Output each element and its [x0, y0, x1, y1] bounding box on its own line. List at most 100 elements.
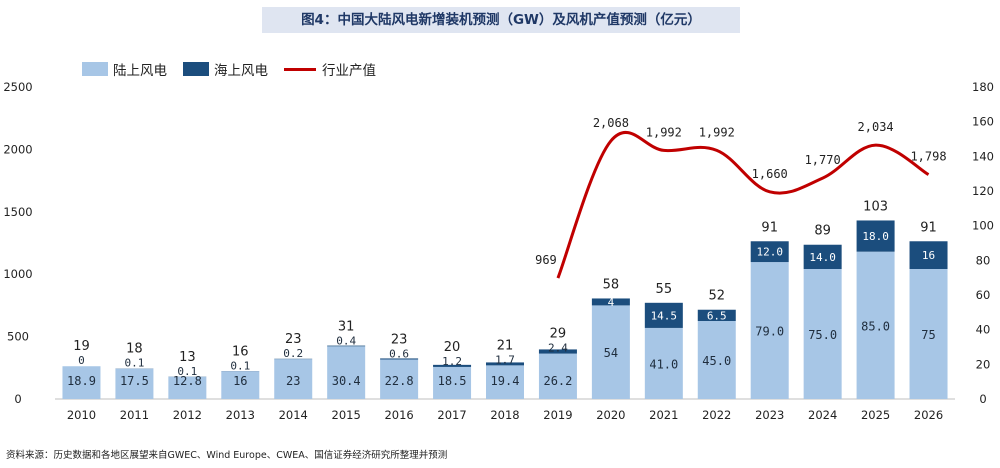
- bar-onshore: [380, 359, 419, 399]
- onshore-value-label: 18.5: [438, 374, 467, 388]
- total-value-label: 58: [603, 277, 620, 292]
- left-axis-tick-label: 2000: [3, 142, 32, 156]
- onshore-value-label: 17.5: [120, 374, 149, 388]
- category-tick-label: 2013: [226, 408, 255, 422]
- category-tick-label: 2011: [120, 408, 149, 422]
- offshore-value-label: 2.4: [548, 342, 568, 355]
- bar-onshore: [433, 366, 472, 399]
- bar-onshore: [750, 262, 789, 399]
- bar-onshore: [644, 327, 683, 399]
- onshore-value-label: 12.8: [173, 374, 202, 388]
- total-value-label: 89: [814, 224, 831, 239]
- total-value-label: 52: [708, 289, 725, 304]
- offshore-value-label: 1.2: [442, 355, 462, 368]
- onshore-value-label: 30.4: [332, 374, 361, 388]
- category-tick-label: 2017: [437, 408, 466, 422]
- bar-offshore: [644, 302, 683, 328]
- output-value-label: 1,660: [752, 167, 788, 181]
- legend-line-output: [284, 67, 316, 71]
- onshore-value-label: 26.2: [543, 374, 572, 388]
- legend: 陆上风电 海上风电 行业产值: [82, 59, 392, 79]
- category-tick-label: 2018: [490, 408, 519, 422]
- category-tick-label: 2019: [543, 408, 572, 422]
- legend-item-offshore: 海上风电: [183, 59, 268, 79]
- onshore-value-label: 75: [921, 328, 935, 342]
- category-tick-label: 2015: [332, 408, 361, 422]
- onshore-value-label: 41.0: [649, 357, 678, 371]
- offshore-value-label: 0.2: [283, 347, 303, 360]
- offshore-value-label: 0.1: [177, 365, 197, 378]
- legend-swatch-offshore: [183, 62, 209, 76]
- bar-offshore: [433, 364, 472, 367]
- offshore-value-label: 14.0: [809, 251, 836, 264]
- offshore-value-label: 14.5: [651, 309, 678, 322]
- bar-offshore: [327, 345, 366, 347]
- bar-onshore: [803, 269, 842, 399]
- left-axis-tick-label: 1000: [3, 267, 32, 281]
- output-value-label: 1,992: [646, 125, 682, 139]
- total-value-label: 91: [920, 220, 937, 235]
- total-value-label: 31: [338, 319, 355, 334]
- bar-onshore: [856, 251, 895, 399]
- offshore-value-label: 1.7: [495, 353, 515, 366]
- bar-offshore: [538, 349, 577, 354]
- right-axis-tick-label: 80: [976, 253, 991, 267]
- left-axis-tick-label: 0: [14, 392, 21, 406]
- category-tick-label: 2012: [173, 408, 202, 422]
- offshore-value-label: 0.4: [336, 334, 356, 347]
- total-value-label: 19: [73, 339, 90, 354]
- output-value-label: 1,798: [910, 150, 946, 164]
- right-axis-tick-label: 60: [976, 288, 991, 302]
- onshore-value-label: 54: [604, 346, 618, 360]
- legend-swatch-onshore: [82, 62, 108, 76]
- offshore-value-label: 18.0: [862, 230, 889, 243]
- left-axis-tick-label: 2500: [3, 80, 32, 94]
- bar-onshore: [909, 269, 948, 399]
- onshore-value-label: 85.0: [861, 319, 890, 333]
- category-tick-label: 2026: [914, 408, 943, 422]
- bar-onshore: [168, 376, 207, 399]
- bar-onshore: [327, 346, 366, 399]
- offshore-value-label: 12.0: [756, 246, 783, 259]
- bar-onshore: [221, 371, 260, 399]
- total-value-label: 16: [232, 344, 249, 359]
- right-axis-tick-label: 20: [976, 357, 991, 371]
- onshore-value-label: 79.0: [755, 325, 784, 339]
- output-value-label: 2,068: [593, 116, 629, 130]
- total-value-label: 23: [391, 332, 408, 347]
- bar-onshore: [274, 359, 313, 399]
- total-value-label: 20: [444, 340, 461, 355]
- left-axis-tick-label: 500: [7, 330, 29, 344]
- legend-label-onshore: 陆上风电: [113, 63, 167, 79]
- legend-label-offshore: 海上风电: [214, 63, 268, 79]
- bar-offshore: [750, 241, 789, 263]
- onshore-value-label: 16: [233, 374, 247, 388]
- bar-onshore: [62, 366, 101, 399]
- output-value-label: 2,034: [858, 120, 894, 134]
- category-tick-label: 2010: [67, 408, 96, 422]
- title-background: [262, 7, 740, 33]
- bar-onshore: [591, 305, 630, 399]
- right-axis-tick-label: 140: [972, 149, 994, 163]
- right-axis-tick-label: 40: [976, 323, 991, 337]
- total-value-label: 103: [863, 199, 888, 214]
- onshore-value-label: 75.0: [808, 328, 837, 342]
- total-value-label: 55: [656, 282, 673, 297]
- source-note: 资料来源：历史数据和各地区展望来自GWEC、Wind Europe、CWEA、国…: [6, 450, 448, 461]
- left-axis-tick-label: 1500: [3, 205, 32, 219]
- category-tick-label: 2024: [808, 408, 837, 422]
- category-tick-label: 2020: [596, 408, 625, 422]
- offshore-value-label: 0: [78, 354, 85, 367]
- bar-offshore: [591, 298, 630, 306]
- legend-item-output: 行业产值: [284, 59, 376, 79]
- bar-offshore: [697, 309, 736, 321]
- right-axis-tick-label: 120: [972, 184, 994, 198]
- right-axis-tick-label: 0: [979, 392, 986, 406]
- right-axis-tick-label: 180: [972, 80, 994, 94]
- onshore-value-label: 23: [286, 374, 300, 388]
- chart-title: 图4：中国大陆风电新增装机预测（GW）及风机产值预测（亿元）: [301, 12, 701, 28]
- bar-onshore: [697, 321, 736, 399]
- offshore-value-label: 4: [608, 296, 615, 309]
- offshore-value-label: 16: [922, 249, 935, 262]
